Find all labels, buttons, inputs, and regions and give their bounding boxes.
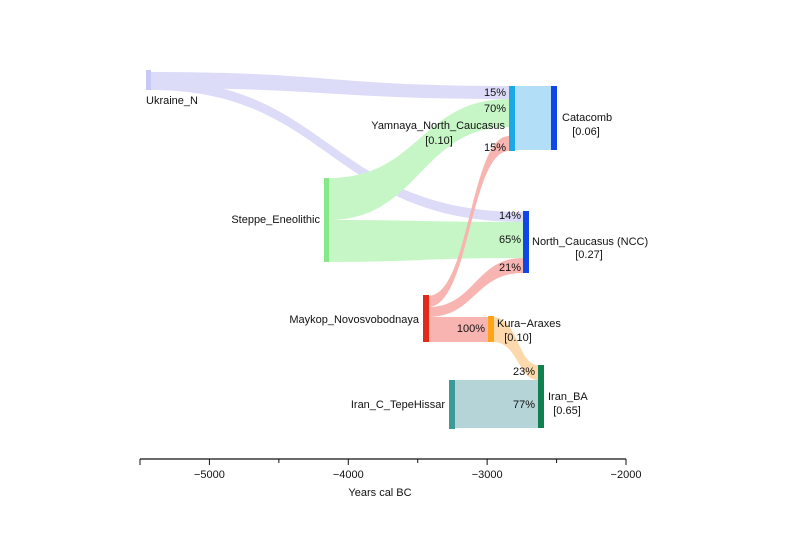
flow-maykop-to-yamnaya (428, 136, 509, 307)
pct-iranc-to-iranba: 77% (513, 399, 535, 411)
pct-steppe-to-yamnaya: 70% (484, 103, 506, 115)
flow-ukraine-to-yamnaya (151, 72, 509, 99)
value-north-caucasus: [0.27] (575, 249, 603, 261)
pct-maykop-to-ncc: 21% (499, 262, 521, 274)
value-catacomb: [0.06] (572, 126, 600, 138)
label-steppe-eneolithic: Steppe_Eneolithic (231, 214, 320, 226)
node-bars (146, 70, 557, 429)
value-kura-araxes: [0.10] (504, 332, 532, 344)
x-axis-tick-label: −4000 (333, 469, 364, 481)
x-axis-tick-label: −5000 (194, 469, 225, 481)
value-yamnaya-nc: [0.10] (425, 135, 453, 147)
pct-steppe-to-ncc: 65% (499, 234, 521, 246)
value-iran-ba: [0.65] (553, 405, 581, 417)
flow-maykop-to-kura (428, 317, 489, 342)
node-ukraine-n (146, 70, 151, 90)
x-axis: −5000 −4000 −3000 −2000 Years cal BC (139, 458, 642, 499)
label-north-caucasus: North_Caucasus (NCC) (532, 236, 648, 248)
label-maykop: Maykop_Novosvobodnaya (289, 314, 420, 326)
label-yamnaya-nc: Yamnaya_North_Caucasus (371, 120, 505, 132)
pct-maykop-to-yamnaya: 15% (484, 142, 506, 154)
flow-yamnaya-to-catacomb (515, 86, 551, 150)
node-north-caucasus (523, 211, 529, 273)
node-catacomb (551, 86, 557, 150)
node-maykop (423, 295, 429, 342)
flow-steppe-to-yamnaya (328, 99, 509, 220)
x-axis-tick-label: −3000 (472, 469, 503, 481)
pct-kura-to-iranba: 23% (513, 366, 535, 378)
flow-ukraine-to-ncc (151, 80, 523, 222)
flow-kura-to-iranba (493, 317, 538, 380)
flow-steppe-to-ncc (328, 220, 523, 262)
pct-maykop-to-kura: 100% (457, 323, 485, 335)
x-axis-title: Years cal BC (348, 487, 411, 499)
pct-ukraine-to-yamnaya: 15% (484, 87, 506, 99)
node-iran-ba (538, 365, 544, 428)
flow-ribbons (151, 72, 551, 428)
node-yamnaya-nc (509, 86, 515, 151)
node-steppe-eneolithic (324, 178, 329, 262)
flow-maykop-to-ncc (428, 258, 523, 317)
x-axis-ticks: −5000 −4000 −3000 −2000 (139, 459, 642, 481)
node-kura-araxes (488, 316, 494, 342)
pct-ukraine-to-ncc: 14% (499, 210, 521, 222)
label-ukraine-n: Ukraine_N (146, 95, 198, 107)
flow-iranc-to-iranba (454, 380, 538, 428)
label-iran-ba: Iran_BA (548, 391, 588, 403)
x-axis-tick-label: −2000 (611, 469, 642, 481)
node-labels: Ukraine_N Yamnaya_North_Caucasus [0.10] … (146, 95, 648, 417)
label-iran-c: Iran_C_TepeHissar (351, 399, 445, 411)
flow-percent-labels: 15% 70% 15% 14% 65% 21% 100% 23% 77% (457, 87, 535, 411)
label-catacomb: Catacomb (562, 112, 612, 124)
node-iran-c (449, 380, 455, 429)
label-kura-araxes: Kura−Araxes (497, 318, 561, 330)
